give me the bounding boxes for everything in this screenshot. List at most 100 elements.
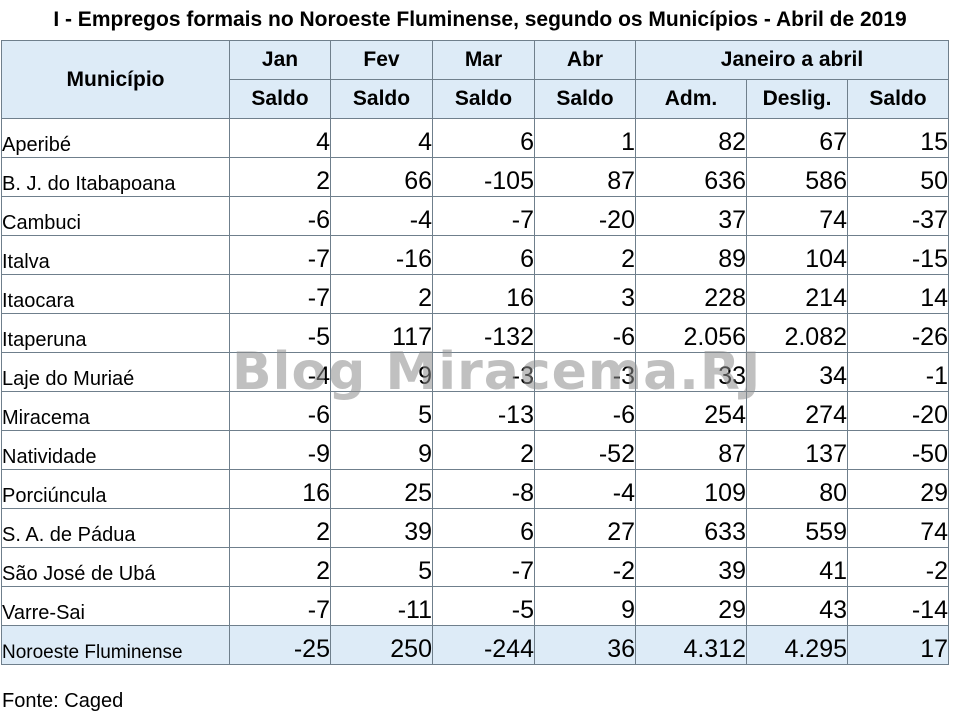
municipio-name: Natividade xyxy=(1,430,230,470)
value-cell: -4 xyxy=(330,196,433,236)
value-cell: 16 xyxy=(229,469,331,509)
value-cell: -20 xyxy=(847,391,949,431)
header-municipio: Município xyxy=(1,40,230,119)
value-cell: 228 xyxy=(635,274,747,314)
value-cell: -2 xyxy=(847,547,949,587)
value-cell: 1 xyxy=(534,118,636,158)
value-cell: -7 xyxy=(229,235,331,275)
header-sub-deslig: Deslig. xyxy=(746,79,848,119)
municipio-name: Varre-Sai xyxy=(1,586,230,626)
value-cell: -7 xyxy=(432,547,535,587)
value-cell: 6 xyxy=(432,118,535,158)
value-cell: 87 xyxy=(635,430,747,470)
value-cell: 9 xyxy=(534,586,636,626)
value-cell: 9 xyxy=(330,430,433,470)
header-month-mar: Mar xyxy=(432,40,535,80)
value-cell: 4.312 xyxy=(635,625,747,665)
value-cell: 2 xyxy=(330,274,433,314)
municipio-name: B. J. do Itabapoana xyxy=(1,157,230,197)
municipio-name: Itaocara xyxy=(1,274,230,314)
value-cell: 36 xyxy=(534,625,636,665)
value-cell: 9 xyxy=(330,352,433,392)
value-cell: 250 xyxy=(330,625,433,665)
value-cell: -4 xyxy=(229,352,331,392)
value-cell: -14 xyxy=(847,586,949,626)
table-row: Aperibé 4 4 6 1 82 67 15 xyxy=(1,118,949,158)
table-total-row: Noroeste Fluminense -25 250 -244 36 4.312 4.29… xyxy=(1,625,949,665)
source-note: Fonte: Caged xyxy=(2,690,124,712)
value-cell: -52 xyxy=(534,430,636,470)
value-cell: -25 xyxy=(229,625,331,665)
table-row: Itaocara -7 2 16 3 228 214 14 xyxy=(1,274,949,314)
value-cell: 254 xyxy=(635,391,747,431)
value-cell: 104 xyxy=(746,235,848,275)
value-cell: -3 xyxy=(534,352,636,392)
value-cell: -50 xyxy=(847,430,949,470)
table-row: Cambuci -6 -4 -7 -20 37 74 -37 xyxy=(1,196,949,236)
table-row: S. A. de Pádua 2 39 6 27 633 559 74 xyxy=(1,508,949,548)
value-cell: -6 xyxy=(229,391,331,431)
value-cell: 137 xyxy=(746,430,848,470)
value-cell: -15 xyxy=(847,235,949,275)
value-cell: 636 xyxy=(635,157,747,197)
value-cell: 633 xyxy=(635,508,747,548)
value-cell: 29 xyxy=(635,586,747,626)
value-cell: 29 xyxy=(847,469,949,509)
header-sub-saldo-fev: Saldo xyxy=(330,79,433,119)
value-cell: -7 xyxy=(432,196,535,236)
value-cell: -7 xyxy=(229,274,331,314)
value-cell: 17 xyxy=(847,625,949,665)
header-month-fev: Fev xyxy=(330,40,433,80)
value-cell: 25 xyxy=(330,469,433,509)
table-row: Itaperuna -5 117 -132 -6 2.056 2.082 -26 xyxy=(1,313,949,353)
value-cell: 66 xyxy=(330,157,433,197)
value-cell: 33 xyxy=(635,352,747,392)
value-cell: 2 xyxy=(229,508,331,548)
value-cell: -1 xyxy=(847,352,949,392)
table-row: São José de Ubá 2 5 -7 -2 39 41 -2 xyxy=(1,547,949,587)
table-row: Italva -7 -16 6 2 89 104 -15 xyxy=(1,235,949,275)
table-row: Natividade -9 9 2 -52 87 137 -50 xyxy=(1,430,949,470)
municipio-name: Italva xyxy=(1,235,230,275)
value-cell: -5 xyxy=(229,313,331,353)
table-row: Laje do Muriaé -4 9 -3 -3 33 34 -1 xyxy=(1,352,949,392)
value-cell: 15 xyxy=(847,118,949,158)
value-cell: 27 xyxy=(534,508,636,548)
value-cell: -2 xyxy=(534,547,636,587)
table-body: Aperibé 4 4 6 1 82 67 15 B. J. do Itabapoana 2 66-… xyxy=(1,118,949,665)
municipio-name: Noroeste Fluminense xyxy=(1,625,230,665)
value-cell: 41 xyxy=(746,547,848,587)
value-cell: 2 xyxy=(229,157,331,197)
municipio-name: Porciúncula xyxy=(1,469,230,509)
table-row: Varre-Sai -7 -11 -5 9 29 43 -14 xyxy=(1,586,949,626)
value-cell: -13 xyxy=(432,391,535,431)
value-cell: 4 xyxy=(229,118,331,158)
value-cell: -3 xyxy=(432,352,535,392)
value-cell: 117 xyxy=(330,313,433,353)
value-cell: -16 xyxy=(330,235,433,275)
municipio-name: São José de Ubá xyxy=(1,547,230,587)
header-sub-adm: Adm. xyxy=(635,79,747,119)
value-cell: -4 xyxy=(534,469,636,509)
header-sub-saldo-abr: Saldo xyxy=(534,79,636,119)
table-row: Miracema -6 5 -13 -6 254 274 -20 xyxy=(1,391,949,431)
value-cell: -11 xyxy=(330,586,433,626)
value-cell: -26 xyxy=(847,313,949,353)
value-cell: 34 xyxy=(746,352,848,392)
value-cell: -6 xyxy=(229,196,331,236)
value-cell: -132 xyxy=(432,313,535,353)
value-cell: 74 xyxy=(847,508,949,548)
value-cell: 89 xyxy=(635,235,747,275)
value-cell: 2.056 xyxy=(635,313,747,353)
value-cell: -37 xyxy=(847,196,949,236)
value-cell: -5 xyxy=(432,586,535,626)
value-cell: 586 xyxy=(746,157,848,197)
header-period: Janeiro a abril xyxy=(635,40,949,80)
value-cell: 39 xyxy=(330,508,433,548)
header-sub-saldo-mar: Saldo xyxy=(432,79,535,119)
value-cell: 82 xyxy=(635,118,747,158)
municipio-name: Miracema xyxy=(1,391,230,431)
value-cell: 4 xyxy=(330,118,433,158)
value-cell: 559 xyxy=(746,508,848,548)
value-cell: -7 xyxy=(229,586,331,626)
